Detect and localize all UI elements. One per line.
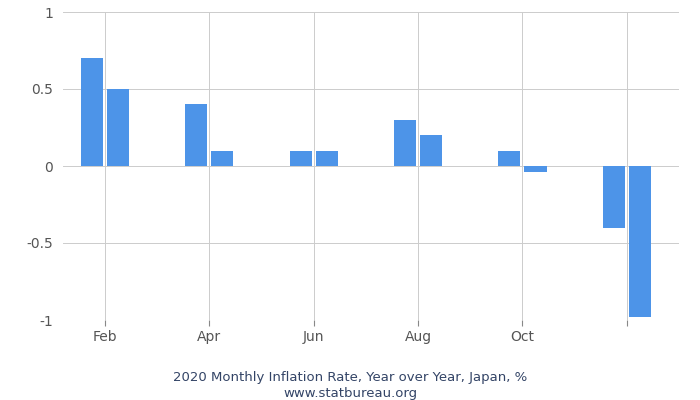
Bar: [316, 150, 338, 166]
Bar: [186, 104, 207, 166]
Bar: [498, 150, 520, 166]
Bar: [420, 135, 442, 166]
Text: www.statbureau.org: www.statbureau.org: [283, 388, 417, 400]
Bar: [107, 89, 129, 166]
Bar: [394, 120, 416, 166]
Bar: [629, 166, 651, 317]
Bar: [81, 58, 103, 166]
Bar: [211, 150, 234, 166]
Bar: [290, 150, 312, 166]
Bar: [603, 166, 625, 228]
Text: 2020 Monthly Inflation Rate, Year over Year, Japan, %: 2020 Monthly Inflation Rate, Year over Y…: [173, 372, 527, 384]
Bar: [524, 166, 547, 172]
